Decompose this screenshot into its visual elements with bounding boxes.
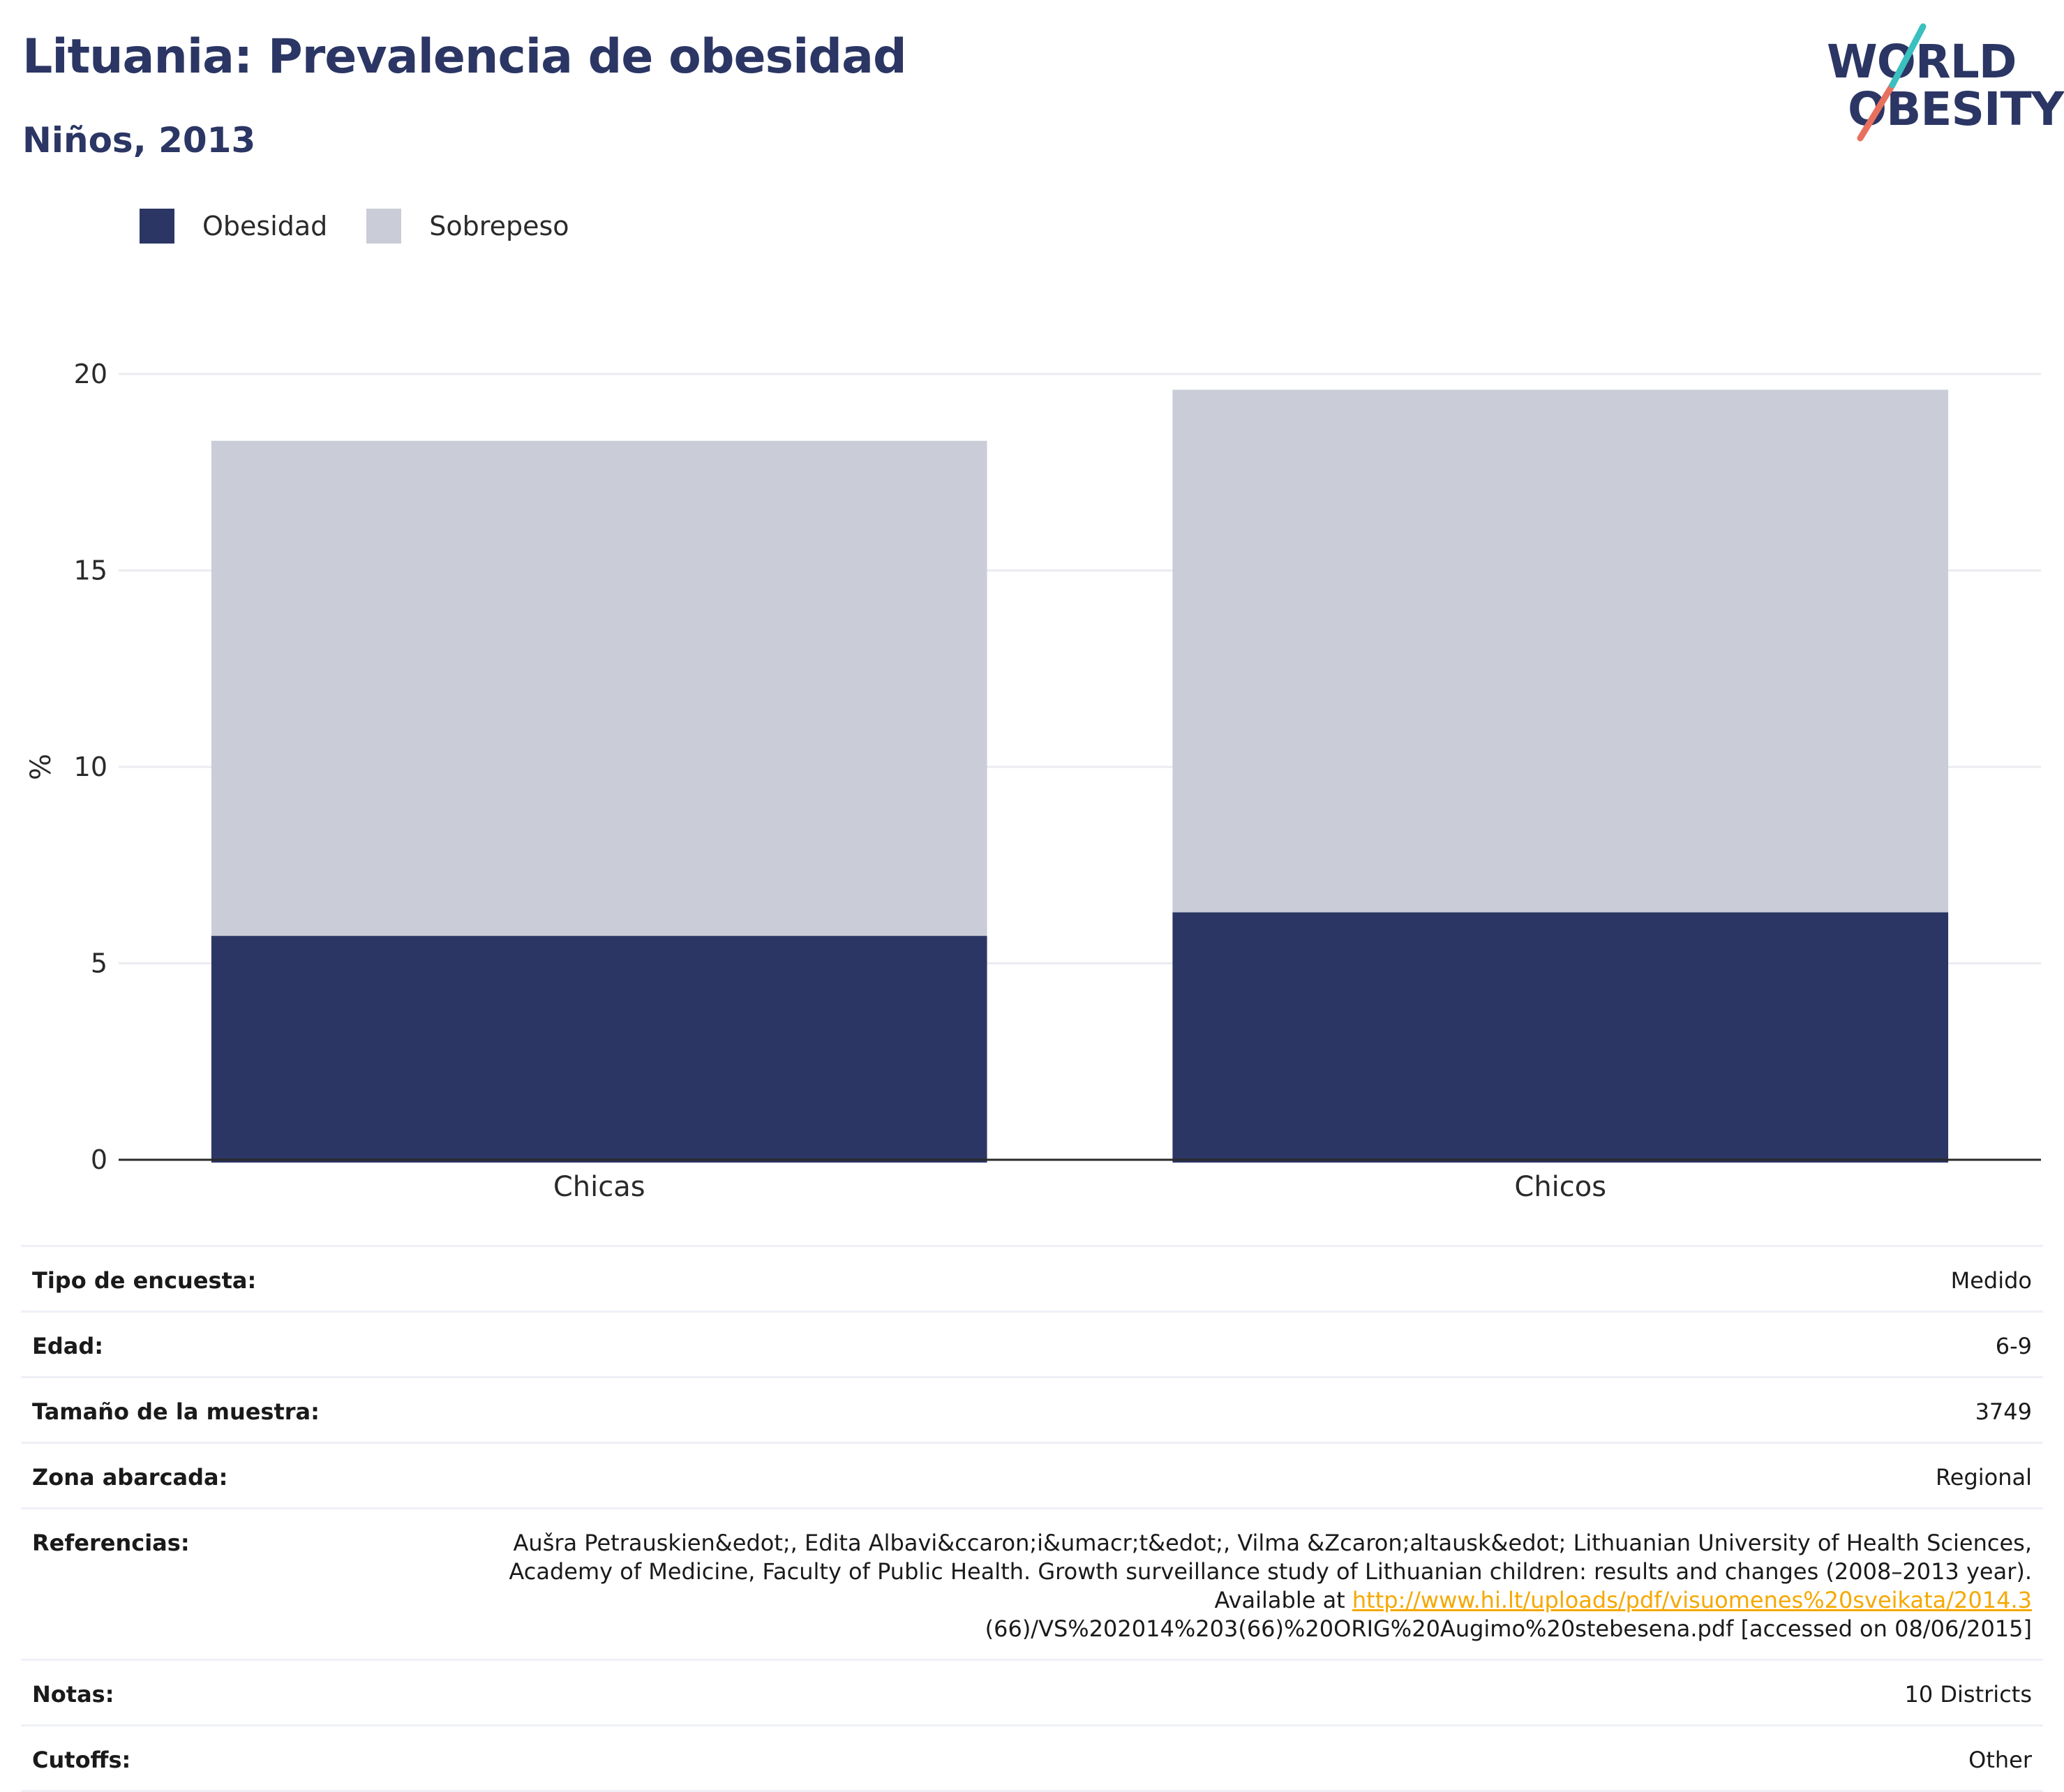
legend-label-obesidad: Obesidad bbox=[202, 211, 328, 241]
age-label: Edad: bbox=[32, 1333, 104, 1359]
x-tick-label-chicas: Chicas bbox=[553, 1171, 645, 1203]
info-row-age: Edad: 6-9 bbox=[21, 1311, 2043, 1376]
logo-slash-icon bbox=[1857, 23, 1927, 142]
references-line-1: Aušra Petrauskien&edot;, Edita Albavi&cc… bbox=[513, 1530, 2032, 1556]
notes-label: Notas: bbox=[32, 1681, 114, 1708]
info-row-area: Zona abarcada: Regional bbox=[21, 1442, 2043, 1507]
info-row-references: Referencias: Aušra Petrauskien&edot;, Ed… bbox=[21, 1507, 2043, 1659]
info-row-cutoffs: Cutoffs: Other bbox=[21, 1724, 2043, 1792]
bar-chicos-sobrepeso bbox=[1172, 389, 1949, 913]
chart-legend: Obesidad Sobrepeso bbox=[140, 207, 608, 246]
x-tick-label-chicos: Chicos bbox=[1514, 1171, 1606, 1203]
references-line-4: (66)/VS%202014%203(66)%20ORIG%20Augimo%2… bbox=[985, 1615, 2032, 1642]
legend-item-obesidad[interactable]: Obesidad bbox=[140, 209, 327, 244]
page-title: Lituania: Prevalencia de obesidad bbox=[22, 29, 907, 84]
y-tick-label-10: 10 bbox=[74, 752, 107, 782]
world-obesity-logo: WORLD OBESITY bbox=[1814, 21, 2064, 147]
page-subtitle: Niños, 2013 bbox=[22, 120, 256, 160]
references-value: Aušra Petrauskien&edot;, Edita Albavi&cc… bbox=[509, 1529, 2032, 1643]
survey-info-table: Tipo de encuesta: Medido Edad: 6-9 Tamañ… bbox=[21, 1245, 2043, 1792]
area-label: Zona abarcada: bbox=[32, 1464, 228, 1491]
references-label: Referencias: bbox=[32, 1530, 190, 1556]
references-link[interactable]: http://www.hi.lt/uploads/pdf/visuomenes%… bbox=[1352, 1587, 2032, 1613]
info-row-notes: Notas: 10 Districts bbox=[21, 1659, 2043, 1724]
area-value: Regional bbox=[1935, 1464, 2032, 1491]
legend-swatch-sobrepeso bbox=[366, 209, 402, 244]
bar-chicos-obesidad bbox=[1172, 912, 1949, 1163]
sample-size-value: 3749 bbox=[1975, 1398, 2032, 1425]
y-tick-label-20: 20 bbox=[74, 359, 107, 389]
bar-chicas-sobrepeso bbox=[211, 440, 987, 936]
bar-chicas-obesidad bbox=[211, 936, 987, 1163]
survey-type-label: Tipo de encuesta: bbox=[32, 1267, 257, 1294]
stacked-bar-chart: 0 5 10 15 20% Chicas Chicos bbox=[25, 359, 2041, 1203]
cutoffs-label: Cutoffs: bbox=[32, 1747, 131, 1773]
sample-size-label: Tamaño de la muestra: bbox=[32, 1398, 320, 1425]
age-value: 6-9 bbox=[1995, 1333, 2032, 1359]
info-row-survey-type: Tipo de encuesta: Medido bbox=[21, 1245, 2043, 1311]
legend-swatch-obesidad bbox=[140, 209, 174, 244]
references-line-2: Academy of Medicine, Faculty of Public H… bbox=[509, 1558, 2032, 1585]
legend-label-sobrepeso: Sobrepeso bbox=[429, 211, 569, 241]
logo-text-world: WORLD bbox=[1827, 35, 2017, 89]
notes-value: 10 Districts bbox=[1904, 1681, 2033, 1708]
references-line-3-prefix: Available at bbox=[1214, 1587, 1352, 1613]
y-tick-label-0: 0 bbox=[91, 1144, 107, 1175]
cutoffs-value: Other bbox=[1968, 1747, 2032, 1773]
info-row-sample-size: Tamaño de la muestra: 3749 bbox=[21, 1376, 2043, 1442]
survey-type-value: Medido bbox=[1950, 1267, 2032, 1294]
y-tick-label-15: 15 bbox=[74, 555, 107, 586]
legend-item-sobrepeso[interactable]: Sobrepeso bbox=[366, 209, 569, 244]
y-axis-label: % bbox=[25, 754, 57, 780]
y-tick-label-5: 5 bbox=[91, 948, 107, 979]
